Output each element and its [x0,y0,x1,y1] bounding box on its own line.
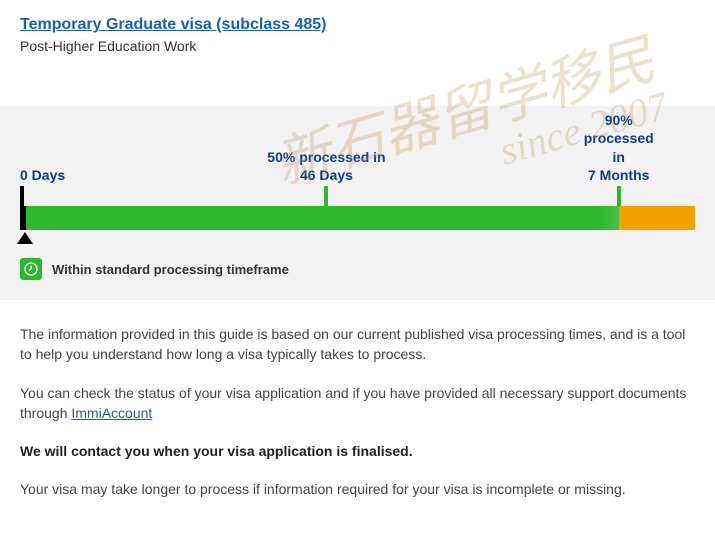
timeline-progress-bar [20,206,695,230]
info-paragraph-4: Your visa may take longer to process if … [20,479,695,499]
timeline-labels: 0 Days 50% processed in 46 Days 90% proc… [20,136,695,184]
clock-check-icon [20,258,42,280]
timeline-label-mid: 50% processed in 46 Days [267,148,385,184]
progress-segment-green [26,206,619,230]
timeline-label-mid-line1: 50% processed in [267,148,385,166]
progress-segment-orange [619,206,695,230]
status-row: Within standard processing timeframe [20,258,695,280]
tick-right [617,186,621,206]
timeline-label-right: 90% processed in 7 Months [581,111,657,184]
timeline-label-right-line2: 7 Months [581,166,657,184]
info-paragraph-2: You can check the status of your visa ap… [20,383,695,424]
timeline-arrow-row [20,230,695,246]
timeline-section: 0 Days 50% processed in 46 Days 90% proc… [0,106,715,300]
status-text: Within standard processing timeframe [52,262,289,277]
timeline-ticks [20,186,695,206]
info-paragraph-1: The information provided in this guide i… [20,324,695,365]
immiaccount-link[interactable]: ImmiAccount [71,405,152,421]
visa-title-link[interactable]: Temporary Graduate visa (subclass 485) [20,16,695,34]
current-position-arrow-icon [17,232,33,244]
tick-start [20,186,24,206]
info-paragraph-3: We will contact you when your visa appli… [20,441,695,461]
timeline-label-start: 0 Days [20,166,65,184]
header: Temporary Graduate visa (subclass 485) P… [0,0,715,66]
visa-subtitle: Post-Higher Education Work [20,38,695,54]
timeline-label-right-line1: 90% processed in [581,111,657,166]
tick-mid [324,186,328,206]
timeline-label-mid-line2: 46 Days [267,166,385,184]
info-section: The information provided in this guide i… [0,300,715,538]
